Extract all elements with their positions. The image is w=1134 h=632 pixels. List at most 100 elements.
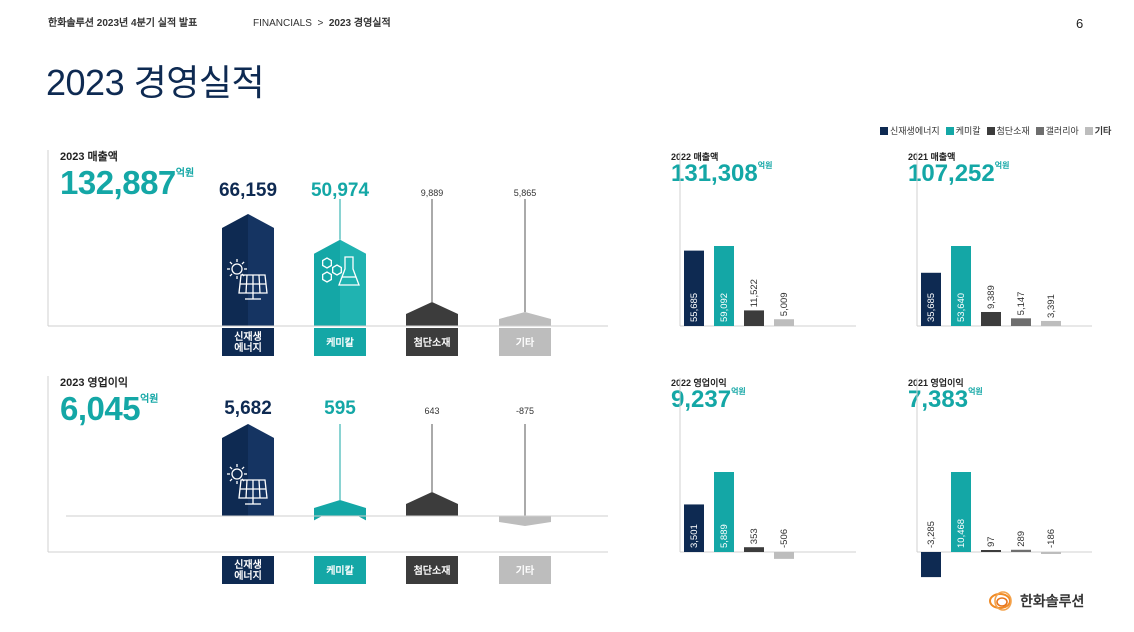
op-2022-value-케미칼: 5,889 xyxy=(719,524,730,548)
op-2023-category-box-기타 xyxy=(499,556,551,584)
revenue-2023-value-첨단소재: 9,889 xyxy=(421,188,444,198)
revenue-2021-label: 2021 매출액 xyxy=(908,152,956,162)
breadcrumb-separator: > xyxy=(317,18,324,29)
op-2022-bar-기타 xyxy=(774,552,794,559)
op-2022-bar-케미칼 xyxy=(714,472,734,552)
revenue-2021-bar-신재생에너지 xyxy=(921,272,941,326)
revenue-2021-value-기타: 3,391 xyxy=(1046,294,1057,318)
revenue-2021-bar-첨단소재 xyxy=(981,311,1001,326)
op-2023-category-box-신재생에너지 xyxy=(222,556,274,584)
op-2022-bar-신재생에너지 xyxy=(684,504,704,552)
op-2022-value-신재생에너지: 3,501 xyxy=(689,524,700,548)
solar-panel-icon xyxy=(227,259,268,300)
revenue-2023-value-케미칼: 50,974 xyxy=(311,180,370,201)
revenue-2022-value-기타: 5,009 xyxy=(779,292,790,316)
op-2022-label: 2022 영업이익 xyxy=(671,378,727,388)
legend-swatch xyxy=(1035,126,1044,135)
op-2023-category-box-첨단소재 xyxy=(406,556,458,584)
page-title: 2023 경영실적 xyxy=(46,62,265,103)
revenue-2022-value-첨단소재: 11,522 xyxy=(749,279,760,307)
revenue-2023-total: 132,887억원 xyxy=(60,164,195,201)
hanwha-logo: 한화솔루션 xyxy=(988,590,1084,612)
op-2023-mound-첨단소재 xyxy=(406,492,458,516)
revenue-2023-category-box-첨단소재 xyxy=(406,328,458,356)
revenue-2021-bar-케미칼 xyxy=(951,246,971,326)
page-number: 6 xyxy=(1076,16,1084,31)
revenue-2023-label: 2023 매출액 xyxy=(60,151,118,163)
op-2021-value-신재생에너지: -3,285 xyxy=(926,521,937,548)
revenue-2022-bar-첨단소재 xyxy=(744,310,764,326)
legend-item-advanced: 첨단소재 xyxy=(986,124,1030,137)
legend: 신재생에너지 케미칼 첨단소재 갤러리아 기타 xyxy=(880,124,1114,137)
op-2023-value-신재생에너지: 5,682 xyxy=(224,398,272,419)
revenue-2021-value-갤러리아: 5,147 xyxy=(1016,292,1027,316)
revenue-2021-value-첨단소재: 9,389 xyxy=(986,285,997,309)
op-2023-label: 2023 영업이익 xyxy=(60,377,129,389)
legend-item-chemical: 케미칼 xyxy=(945,124,981,137)
op-2021-value-갤러리아: 289 xyxy=(1016,531,1027,547)
revenue-2022-bar-케미칼 xyxy=(714,246,734,326)
chemical-icon xyxy=(322,256,360,286)
op-2022-total: 9,237억원 xyxy=(671,386,746,413)
op-2021-value-첨단소재: 97 xyxy=(986,536,997,547)
legend-swatch xyxy=(1084,126,1093,135)
op-2023-category-label-신재생에너지: 신재생 xyxy=(234,558,262,571)
legend-swatch xyxy=(986,126,995,135)
op-2021-value-기타: -186 xyxy=(1046,529,1057,548)
op-2021-bar-기타 xyxy=(1041,552,1061,554)
op-2021-bar-첨단소재 xyxy=(981,550,1001,552)
op-2021-total: 7,383억원 xyxy=(908,386,983,413)
op-2022-bar-첨단소재 xyxy=(744,547,764,552)
revenue-2023-value-기타: 5,865 xyxy=(514,188,537,198)
op-2022-value-기타: -506 xyxy=(779,529,790,548)
revenue-2023-category-box-신재생에너지 xyxy=(222,328,274,356)
legend-item-etc: 기타 xyxy=(1084,124,1111,137)
op-2023-total: 6,045억원 xyxy=(60,390,159,427)
op-2021-bar-케미칼 xyxy=(951,472,971,552)
revenue-2023-value-신재생에너지: 66,159 xyxy=(219,180,277,201)
hanwha-logo-icon xyxy=(989,591,1012,611)
op-2023-value-첨단소재: 643 xyxy=(424,406,439,416)
op-2023-pillar-shade xyxy=(248,424,274,516)
revenue-2022-bar-신재생에너지 xyxy=(684,250,704,326)
breadcrumb: FINANCIALS > 2023 경영실적 xyxy=(253,14,391,29)
op-2023-category-label-신재생에너지: 에너지 xyxy=(234,569,262,582)
revenue-2023-category-box-기타 xyxy=(499,328,551,356)
revenue-2023-category-label-케미칼: 케미칼 xyxy=(326,336,354,349)
revenue-2021-bar-갤러리아 xyxy=(1011,318,1031,326)
revenue-2022-value-케미칼: 59,092 xyxy=(719,293,730,322)
op-2023-category-box-케미칼 xyxy=(314,556,366,584)
revenue-2021-value-케미칼: 53,640 xyxy=(956,293,967,322)
op-2023-value-기타: -875 xyxy=(516,406,534,416)
revenue-2023-pillar-shade xyxy=(248,214,274,326)
solar-panel-icon xyxy=(227,464,268,505)
revenue-2023-mound-기타 xyxy=(499,312,551,326)
revenue-2023-category-label-기타: 기타 xyxy=(516,336,535,349)
op-2023-category-label-케미칼: 케미칼 xyxy=(326,564,354,577)
revenue-2022-label: 2022 매출액 xyxy=(671,152,719,162)
legend-swatch xyxy=(945,126,954,135)
revenue-2022-total: 131,308억원 xyxy=(671,160,773,187)
legend-swatch xyxy=(880,126,888,135)
op-2021-value-케미칼: 10,468 xyxy=(956,519,967,548)
op-2021-label: 2021 영업이익 xyxy=(908,378,964,388)
op-2021-bar-신재생에너지 xyxy=(921,552,941,578)
revenue-2023-category-label-신재생에너지: 신재생 xyxy=(234,330,262,343)
revenue-2021-value-신재생에너지: 35,685 xyxy=(926,293,937,322)
op-2023-mound-기타 xyxy=(499,516,551,526)
breadcrumb-section[interactable]: FINANCIALS xyxy=(253,18,312,29)
revenue-2022-value-신재생에너지: 55,685 xyxy=(689,293,700,322)
revenue-2023-category-label-첨단소재: 첨단소재 xyxy=(414,336,451,349)
revenue-2022-bar-기타 xyxy=(774,319,794,326)
breadcrumb-page: 2023 경영실적 xyxy=(328,18,391,29)
revenue-2023-pillar-shade xyxy=(340,239,366,326)
legend-item-renewable: 신재생에너지 xyxy=(880,124,940,137)
legend-item-galleria: 갤러리아 xyxy=(1035,124,1079,137)
revenue-2021-total: 107,252억원 xyxy=(908,160,1010,187)
op-2023-value-케미칼: 595 xyxy=(324,398,356,419)
op-2021-bar-갤러리아 xyxy=(1011,549,1031,552)
op-2022-value-첨단소재: 353 xyxy=(749,528,760,544)
revenue-2023-mound-첨단소재 xyxy=(406,302,458,326)
revenue-2023-category-box-케미칼 xyxy=(314,328,366,356)
